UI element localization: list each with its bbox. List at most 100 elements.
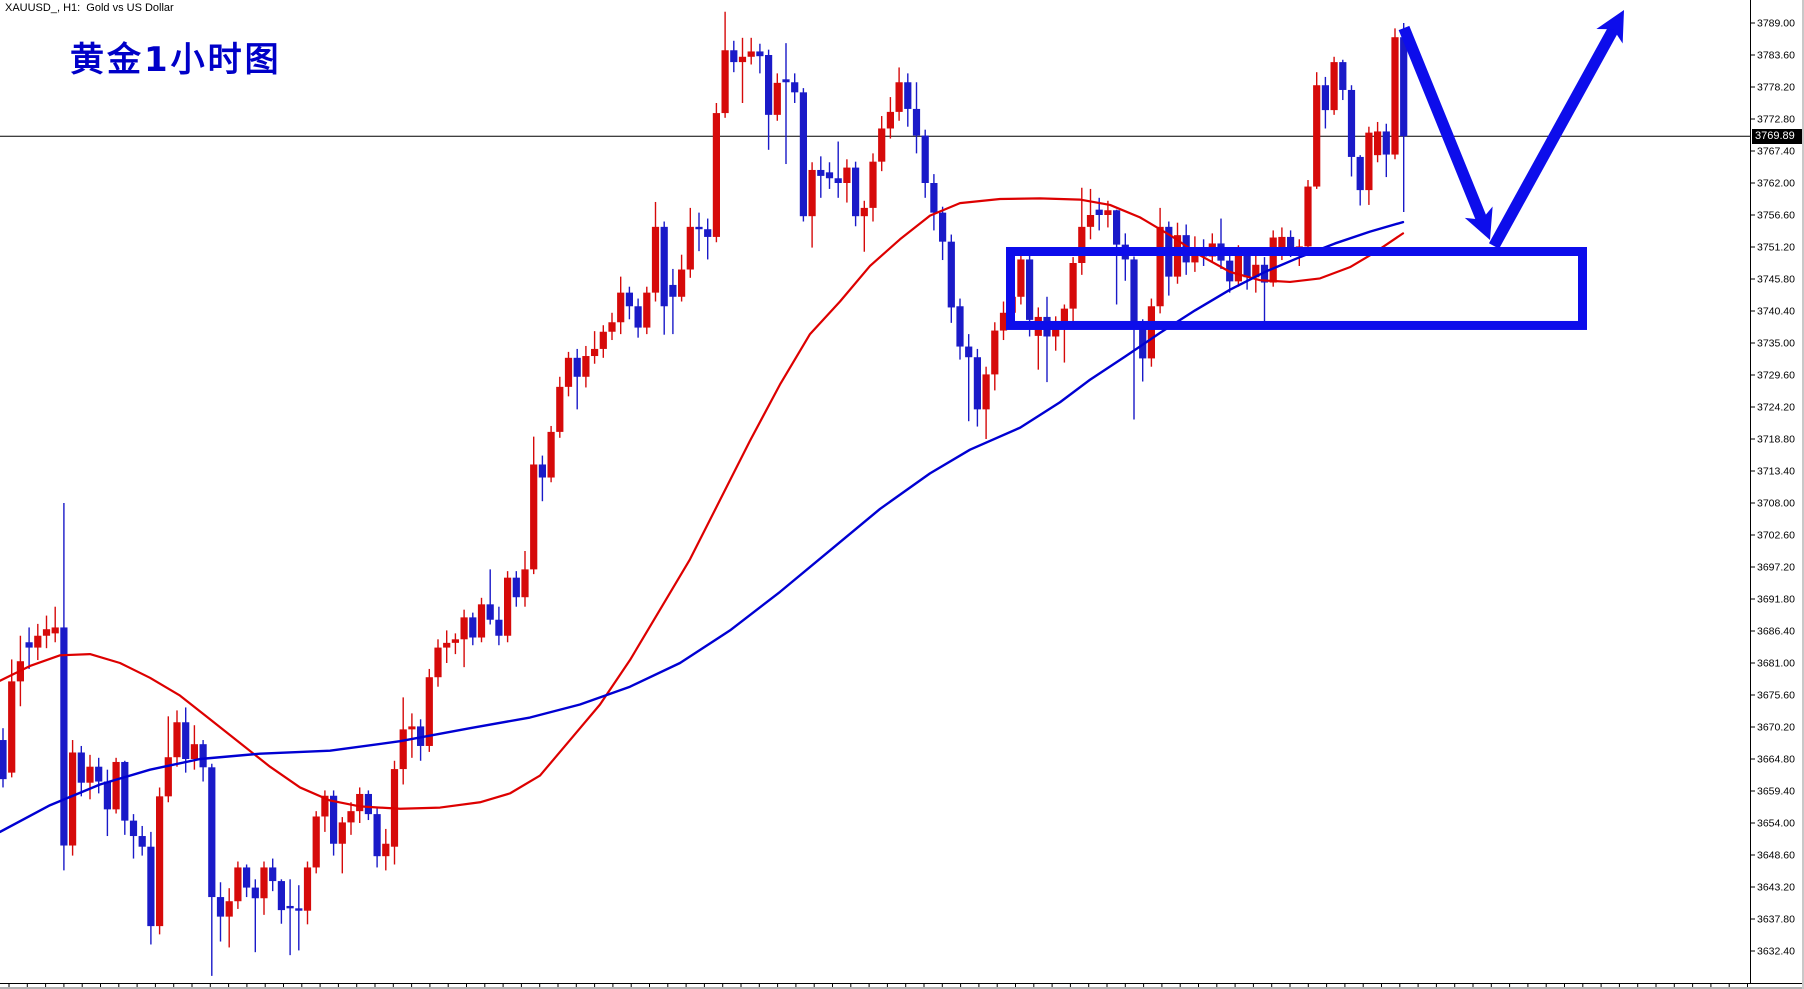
y-axis-label: 3681.00 (1757, 658, 1795, 670)
candle-body (364, 793, 372, 815)
candle-body (469, 617, 477, 638)
candle-body (356, 793, 364, 812)
candle-body (564, 357, 573, 387)
candle-body (330, 795, 338, 844)
candle-body (443, 642, 451, 648)
candle-body (973, 357, 981, 410)
ma-fast-red[interactable] (0, 197, 1405, 810)
projected-decline-arrow[interactable] (1398, 25, 1493, 240)
y-axis-label: 3751.20 (1757, 242, 1795, 254)
candle-body (808, 169, 816, 217)
candle-body (1321, 85, 1329, 111)
y-axis-label: 3756.60 (1757, 210, 1795, 222)
ma-slow-blue[interactable] (0, 220, 1405, 834)
candle-body (190, 744, 198, 759)
y-axis-label: 3713.40 (1757, 466, 1795, 478)
candle-body (651, 226, 660, 293)
candle-body (843, 167, 851, 183)
candle-body (425, 677, 433, 746)
candle-body (495, 619, 503, 636)
candle-body (921, 135, 929, 183)
candle-body (556, 386, 564, 432)
candle-body (60, 627, 68, 846)
candle-body (1130, 259, 1138, 324)
candle-body (599, 331, 607, 349)
candle-body (1260, 264, 1269, 283)
candle-body (138, 836, 146, 847)
candle-body (1113, 210, 1121, 245)
candle-body (886, 111, 894, 129)
candle-body (730, 50, 738, 63)
candle-body (451, 639, 459, 643)
candle-body (1104, 210, 1112, 215)
candle-body (799, 92, 807, 217)
candle-body (686, 226, 694, 270)
candle-body (277, 881, 285, 911)
candle-body (625, 292, 633, 307)
candle-body (147, 846, 155, 927)
candle-body (965, 346, 973, 358)
candle-body (869, 161, 877, 208)
y-axis-label: 3691.80 (1757, 594, 1795, 606)
y-axis-label: 3702.60 (1757, 530, 1795, 542)
candle-body (747, 51, 755, 57)
candle-body (634, 306, 642, 328)
support-resistance-box[interactable] (1006, 247, 1587, 330)
candle-body (86, 766, 94, 783)
candle-body (129, 820, 138, 837)
candle-body (1278, 236, 1286, 253)
candle-body (573, 357, 581, 377)
candle-body (69, 752, 77, 846)
y-axis-label: 3659.40 (1757, 786, 1795, 798)
candle-body (164, 757, 172, 797)
candle-body (1356, 156, 1364, 191)
candle-body (1269, 237, 1277, 283)
candle-body (460, 617, 468, 640)
chart-symbol-title: XAUUSD_, H1: Gold vs US Dollar (5, 2, 174, 14)
candle-body (982, 374, 990, 410)
candle-body (260, 867, 268, 899)
candle-body (956, 306, 964, 347)
candle-body (608, 322, 616, 332)
candle-body (1234, 253, 1242, 282)
candle-body (112, 761, 120, 810)
candle-body (1147, 306, 1155, 359)
y-axis-label: 3697.20 (1757, 562, 1795, 574)
candle-body (243, 867, 251, 888)
candle-body (773, 82, 781, 115)
candle-body (486, 604, 494, 620)
candle-body (156, 796, 164, 927)
y-axis-label: 3686.40 (1757, 626, 1795, 638)
candle-body (834, 178, 842, 183)
candle-body (1374, 131, 1382, 156)
candle-body (947, 241, 955, 308)
candle-body (338, 822, 346, 844)
candle-body (321, 795, 329, 817)
candle-body (373, 814, 381, 857)
candle-body (1052, 325, 1060, 337)
candle-body (660, 226, 668, 307)
candle-body (704, 229, 712, 237)
y-axis-label: 3783.60 (1757, 50, 1795, 62)
candle-body (173, 722, 181, 758)
y-axis-label: 3778.20 (1757, 82, 1795, 94)
candle-body (1026, 259, 1034, 320)
y-axis-label: 3718.80 (1757, 434, 1795, 446)
candle-body (1078, 226, 1086, 263)
candle-body (721, 50, 729, 114)
current-price-marker: 3769.89 (1752, 129, 1802, 144)
projected-decline-arrow-shaft (1398, 25, 1488, 223)
candle-body (1060, 308, 1068, 326)
candle-body (521, 569, 529, 598)
candle-body (1382, 131, 1390, 155)
candle-body (617, 292, 625, 323)
candle-body (939, 212, 947, 242)
candle-body (121, 761, 129, 821)
candle-body (103, 781, 111, 810)
candle-body (991, 330, 999, 375)
candle-body (538, 464, 546, 478)
candle-body (303, 867, 312, 911)
y-axis[interactable]: 3789.00 3783.60 3778.20 3772.80 3767.40 3762.… (1750, 0, 1795, 983)
projected-rally-arrow[interactable] (1488, 10, 1624, 249)
